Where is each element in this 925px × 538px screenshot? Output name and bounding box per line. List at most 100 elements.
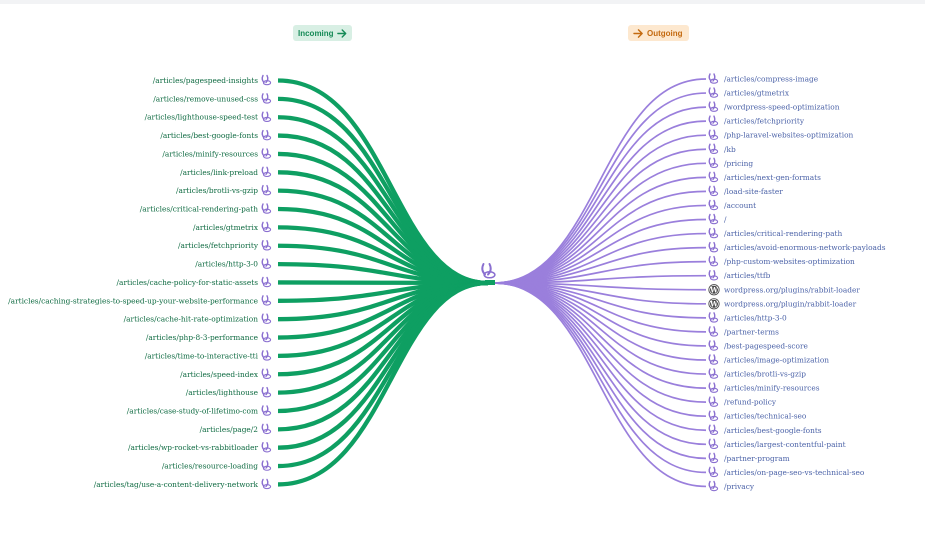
incoming-node[interactable]: /articles/brotli-vs-gzip — [176, 184, 272, 196]
svg-text:W: W — [709, 285, 718, 294]
rabbit-icon — [261, 405, 272, 416]
rabbit-icon — [261, 240, 272, 251]
outgoing-links — [493, 78, 707, 488]
incoming-node-label: /articles/cache-policy-for-static-assets — [117, 278, 259, 287]
outgoing-node-label: /articles/compress-image — [724, 75, 818, 84]
outgoing-node-label: /kb — [724, 145, 736, 154]
incoming-node-label: /articles/remove-unused-css — [153, 94, 258, 103]
outgoing-node[interactable]: /articles/fetchpriority — [708, 115, 805, 126]
outgoing-node[interactable]: /articles/technical-seo — [708, 410, 807, 421]
incoming-node[interactable]: /articles/php-8-3-performance — [146, 331, 272, 343]
outgoing-node[interactable]: / — [708, 213, 727, 225]
incoming-node[interactable]: /articles/pagespeed-insights — [153, 74, 272, 86]
wordpress-icon: W — [708, 284, 720, 296]
outgoing-node-label: /partner-program — [724, 454, 790, 463]
incoming-node[interactable]: /articles/case-study-of-lifetimo-com — [127, 405, 272, 416]
rabbit-icon — [708, 143, 719, 155]
rabbit-icon — [261, 478, 272, 490]
rabbit-icon — [708, 382, 719, 393]
outgoing-node[interactable]: /articles/next-gen-formats — [708, 171, 821, 183]
outgoing-node[interactable]: /refund-policy — [708, 396, 777, 407]
wordpress-icon: W — [708, 298, 720, 310]
outgoing-node[interactable]: /articles/avoid-enormous-network-payload… — [708, 241, 886, 253]
outgoing-link — [493, 282, 707, 488]
incoming-node[interactable]: /articles/caching-strategies-to-speed-up… — [8, 295, 272, 306]
outgoing-node[interactable]: /wordpress-speed-optimization — [708, 101, 840, 112]
outgoing-node[interactable]: /articles/image-optimization — [708, 354, 829, 365]
incoming-node[interactable]: /articles/lighthouse-speed-test — [145, 111, 272, 122]
incoming-node[interactable]: /articles/fetchpriority — [178, 240, 272, 251]
outgoing-node-label: /articles/minify-resources — [724, 384, 820, 393]
rabbit-icon — [708, 354, 719, 365]
rabbit-icon — [261, 350, 272, 361]
rabbit-icon — [708, 157, 719, 169]
outgoing-node[interactable]: /partner-terms — [708, 326, 779, 337]
incoming-node[interactable]: /articles/cache-policy-for-static-assets — [117, 276, 272, 288]
incoming-node[interactable]: /articles/remove-unused-css — [153, 93, 272, 104]
rabbit-icon — [708, 480, 719, 492]
rabbit-icon — [261, 423, 272, 435]
incoming-node-label: /articles/link-preload — [180, 168, 258, 177]
outgoing-node-label: /pricing — [724, 159, 753, 168]
outgoing-node-label: /articles/brotli-vs-gzip — [724, 370, 806, 379]
incoming-node[interactable]: /articles/best-google-fonts — [160, 129, 272, 141]
outgoing-node[interactable]: /php-custom-websites-optimization — [708, 255, 855, 267]
outgoing-node[interactable]: /articles/minify-resources — [708, 382, 820, 393]
center-hub — [485, 280, 495, 285]
outgoing-node-label: /articles/on-page-seo-vs-technical-seo — [724, 468, 865, 477]
outgoing-link — [493, 92, 707, 284]
outgoing-node[interactable]: /articles/critical-rendering-path — [708, 227, 842, 239]
incoming-badge: Incoming — [293, 25, 352, 41]
rabbit-icon — [708, 87, 719, 98]
outgoing-node[interactable]: /account — [708, 199, 756, 211]
outgoing-node[interactable]: /articles/gtmetrix — [708, 87, 790, 98]
outgoing-link — [493, 134, 707, 284]
rabbit-icon — [261, 460, 272, 471]
incoming-link — [277, 280, 489, 487]
incoming-node[interactable]: /articles/minify-resources — [162, 148, 272, 159]
incoming-node[interactable]: /articles/cache-hit-rate-optimization — [124, 313, 272, 324]
incoming-node-label: /articles/wp-rocket-vs-rabbitloader — [128, 443, 258, 452]
incoming-node[interactable]: /articles/link-preload — [180, 166, 272, 178]
incoming-node[interactable]: /articles/tag/use-a-content-delivery-net… — [94, 478, 272, 490]
incoming-node-label: /articles/cache-hit-rate-optimization — [124, 315, 259, 324]
outgoing-node[interactable]: /partner-program — [708, 452, 790, 464]
rabbit-icon — [261, 148, 272, 159]
svg-text:W: W — [709, 299, 718, 308]
rabbit-icon — [708, 340, 719, 351]
outgoing-node[interactable]: /pricing — [708, 157, 753, 169]
incoming-node[interactable]: /articles/resource-loading — [162, 460, 272, 471]
outgoing-node[interactable]: /privacy — [708, 480, 755, 492]
outgoing-node[interactable]: /articles/http-3-0 — [708, 312, 787, 323]
outgoing-node[interactable]: /articles/on-page-seo-vs-technical-seo — [708, 466, 865, 478]
incoming-node[interactable]: /articles/critical-rendering-path — [140, 203, 272, 214]
incoming-node[interactable]: /articles/time-to-interactive-tti — [145, 350, 272, 361]
rabbit-icon — [708, 129, 719, 140]
outgoing-node[interactable]: /articles/compress-image — [708, 73, 818, 84]
rabbit-logo-icon[interactable] — [481, 263, 496, 279]
incoming-node[interactable]: /articles/http-3-0 — [195, 258, 272, 269]
outgoing-badge: Outgoing — [628, 25, 689, 41]
incoming-node[interactable]: /articles/speed-index — [180, 368, 272, 380]
rabbit-icon — [708, 424, 719, 436]
outgoing-node[interactable]: /load-site-faster — [708, 185, 783, 197]
incoming-node[interactable]: /articles/wp-rocket-vs-rabbitloader — [128, 442, 272, 453]
outgoing-node[interactable]: /articles/largest-contentful-paint — [708, 438, 846, 450]
incoming-node[interactable]: /articles/page/2 — [200, 423, 272, 435]
incoming-node[interactable]: /articles/lighthouse — [186, 386, 272, 398]
outgoing-link — [493, 190, 707, 284]
rabbit-icon — [708, 185, 719, 197]
outgoing-node[interactable]: /articles/best-google-fonts — [708, 424, 822, 436]
outgoing-node[interactable]: /best-pagespeed-score — [708, 340, 808, 351]
incoming-node[interactable]: /articles/gtmetrix — [193, 221, 272, 233]
outgoing-node[interactable]: /kb — [708, 143, 736, 155]
outgoing-node-label: /privacy — [724, 482, 755, 491]
rabbit-icon — [261, 258, 272, 269]
outgoing-node[interactable]: /articles/ttfb — [708, 270, 771, 281]
outgoing-node[interactable]: /php-laravel-websites-optimization — [708, 129, 854, 140]
outgoing-node[interactable]: /articles/brotli-vs-gzip — [708, 368, 806, 379]
outgoing-node-label: /articles/fetchpriority — [724, 117, 805, 126]
